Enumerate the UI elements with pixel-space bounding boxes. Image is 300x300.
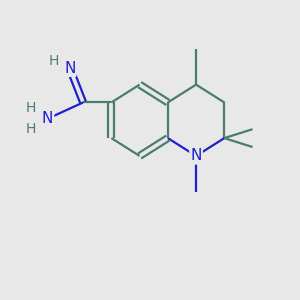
Text: H: H: [26, 101, 36, 116]
Text: N: N: [42, 111, 53, 126]
Text: H: H: [26, 122, 36, 136]
Text: N: N: [64, 61, 75, 76]
Text: N: N: [190, 148, 202, 164]
Text: H: H: [48, 54, 59, 68]
